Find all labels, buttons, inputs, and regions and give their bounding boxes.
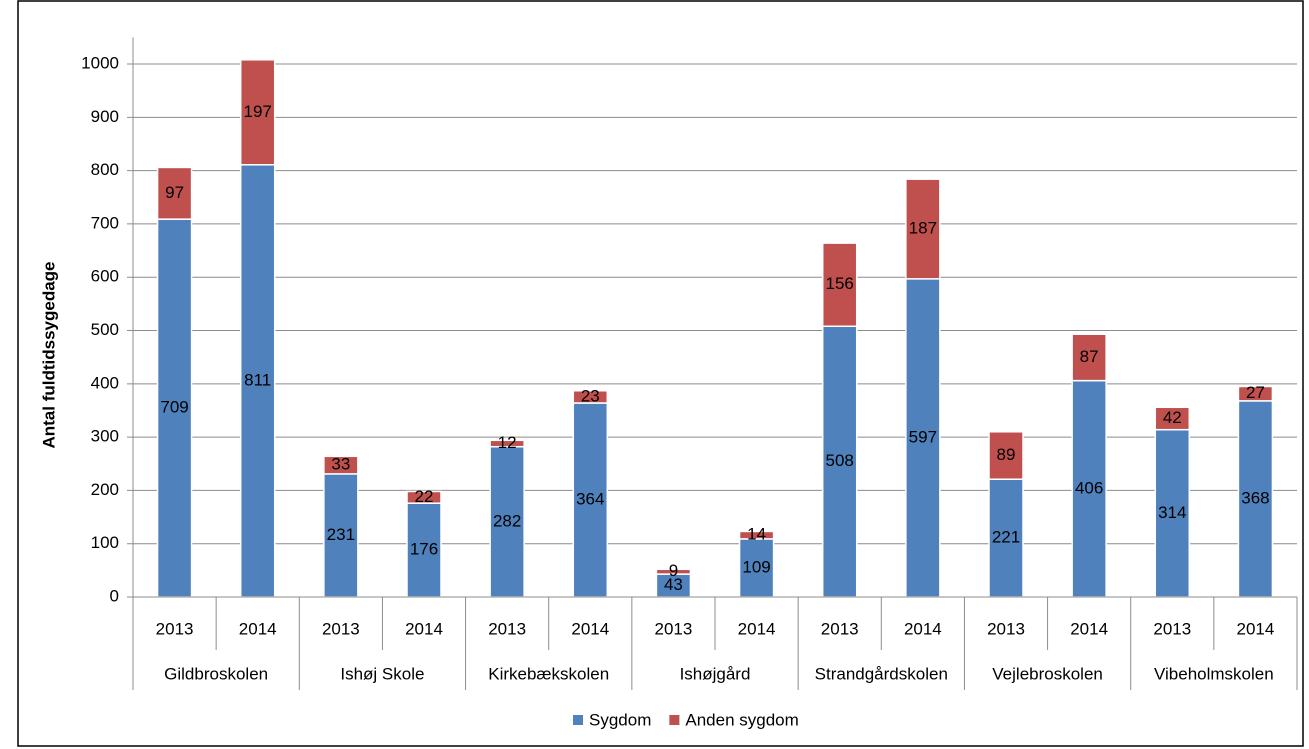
x-tick-label: 2013 (1153, 619, 1191, 638)
x-tick-label: 2014 (405, 619, 443, 638)
data-label: 156 (826, 274, 854, 293)
bar-segment (406, 490, 442, 504)
y-tick-label: 0 (110, 586, 119, 605)
legend-swatch (573, 715, 583, 725)
bar-segment (1071, 333, 1107, 382)
data-label: 27 (1246, 383, 1265, 402)
x-tick-label: 2014 (1070, 619, 1108, 638)
data-label: 23 (581, 386, 600, 405)
data-label: 508 (826, 451, 854, 470)
data-label: 176 (410, 540, 438, 559)
x-tick-label: 2013 (156, 619, 194, 638)
y-tick-label: 400 (91, 373, 119, 392)
bar-segment (655, 568, 692, 575)
x-tick-label: 2014 (239, 619, 277, 638)
bar-segment (156, 166, 193, 220)
data-label: 9 (669, 561, 678, 580)
group-label: Vibeholmskolen (1154, 664, 1274, 683)
bar-segment (988, 431, 1024, 480)
y-tick-label: 700 (91, 213, 119, 232)
bar-segment (1237, 385, 1274, 402)
x-tick-label: 2014 (738, 619, 776, 638)
bar-segment (821, 325, 858, 598)
data-label: 364 (576, 489, 604, 508)
x-tick-label: 2014 (1237, 619, 1275, 638)
bar-segment (821, 242, 858, 328)
bar-segment (905, 178, 941, 280)
data-label: 87 (1080, 347, 1099, 366)
data-label: 89 (997, 445, 1016, 464)
bar-segment (738, 538, 775, 598)
legend-label: Sygdom (589, 710, 651, 729)
data-label: 33 (331, 455, 350, 474)
group-label: Ishøj Skole (340, 664, 424, 683)
bar-segment (1154, 406, 1191, 431)
y-tick-label: 100 (91, 533, 119, 552)
bar-segment (738, 530, 775, 540)
bar-segment (239, 164, 276, 598)
bar-segment (489, 445, 525, 598)
x-tick-label: 2013 (987, 619, 1025, 638)
data-label: 42 (1163, 408, 1182, 427)
x-tick-label: 2014 (904, 619, 942, 638)
data-label: 12 (498, 433, 517, 452)
x-tick-label: 2013 (655, 619, 693, 638)
y-tick-label: 600 (91, 267, 119, 286)
data-label: 43 (664, 575, 683, 594)
y-axis-label: Antal fuldtidssygedage (39, 261, 58, 448)
data-label: 709 (160, 398, 188, 417)
group-label: Gildbroskolen (164, 664, 268, 683)
data-label: 282 (493, 511, 521, 530)
y-tick-label: 1000 (81, 54, 119, 73)
group-label: Kirkebækskolen (488, 664, 609, 683)
bar-segment (1154, 428, 1191, 598)
y-tick-label: 800 (91, 160, 119, 179)
bar-segment (239, 59, 276, 166)
data-label: 221 (992, 528, 1020, 547)
data-label: 197 (244, 102, 272, 121)
chart-border (17, 0, 1304, 747)
data-label: 22 (415, 487, 434, 506)
data-label: 14 (747, 525, 766, 544)
data-label: 97 (165, 183, 184, 202)
legend-swatch (669, 715, 680, 725)
data-label: 406 (1075, 478, 1103, 497)
legend-label: Anden sygdom (685, 710, 798, 729)
data-label: 597 (909, 427, 937, 446)
group-label: Vejlebroskolen (992, 664, 1103, 683)
x-tick-label: 2014 (571, 619, 609, 638)
bar-segment (572, 389, 609, 404)
data-label: 187 (909, 218, 937, 237)
data-label: 231 (327, 525, 355, 544)
data-label: 368 (1241, 488, 1269, 507)
data-label: 314 (1158, 503, 1186, 522)
bar-segment (323, 455, 359, 475)
y-tick-label: 900 (91, 107, 119, 126)
bar-segment (1237, 400, 1274, 598)
group-label: Strandgårdskolen (815, 664, 948, 683)
x-tick-label: 2013 (821, 619, 859, 638)
x-tick-label: 2013 (322, 619, 360, 638)
y-tick-label: 500 (91, 320, 119, 339)
y-tick-label: 200 (91, 480, 119, 499)
y-tick-label: 300 (91, 427, 119, 446)
data-label: 811 (244, 370, 271, 389)
x-tick-label: 2013 (488, 619, 526, 638)
data-label: 109 (742, 557, 770, 576)
bar-segment (489, 439, 525, 448)
group-label: Ishøjgård (680, 664, 751, 683)
